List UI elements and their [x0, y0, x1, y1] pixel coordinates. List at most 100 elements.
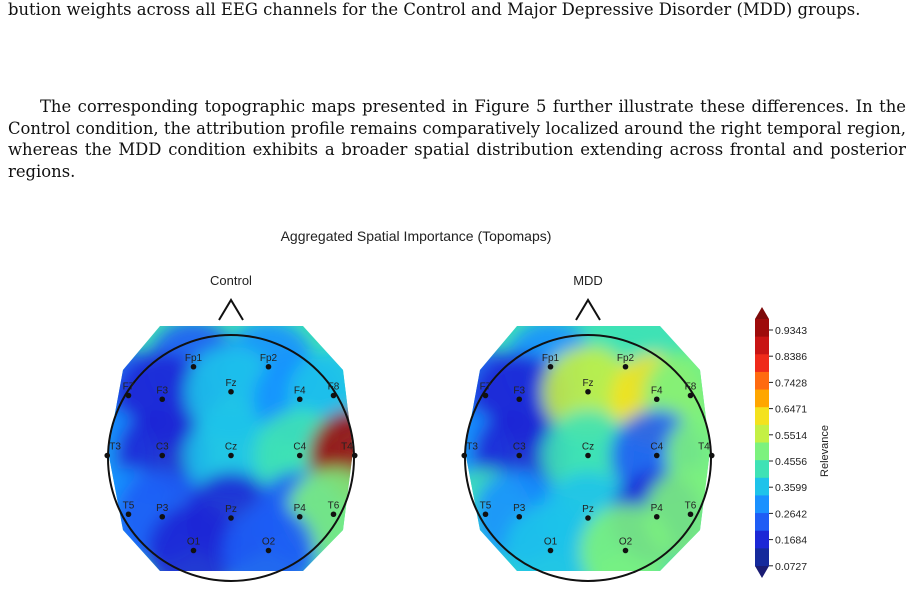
electrode-cz [585, 452, 591, 459]
electrode-label: Fp2 [617, 353, 635, 364]
colorbar-tick-label: 0.2642 [775, 508, 807, 520]
electrode-p3 [159, 513, 166, 520]
topomap-control: Control Fp1 Fp2 F7 F3 Fz F4 F8 T3 C3 Cz C4 T4 T5 P3 Pz… [104, 273, 358, 582]
electrode-label: P4 [294, 503, 307, 514]
colorbar-tick-label: 0.7428 [775, 377, 807, 389]
colorbar-tick-label: 0.6471 [775, 404, 807, 416]
electrode-f4 [296, 396, 303, 403]
body-paragraph-2: The corresponding topographic maps prese… [8, 97, 906, 181]
colorbar-segment [755, 424, 769, 443]
electrode-fz [585, 388, 591, 395]
electrode-label: F8 [685, 382, 697, 393]
colorbar-tick-label: 0.3599 [775, 482, 807, 494]
electrode-label: T6 [328, 500, 340, 511]
electrode-p4 [296, 513, 303, 520]
colorbar-segment [755, 460, 769, 479]
electrode-c4 [653, 452, 660, 459]
electrode-c4 [296, 452, 303, 459]
electrode-p4 [653, 513, 660, 520]
electrode-label: F4 [651, 385, 663, 396]
electrode-t3 [461, 452, 468, 459]
electrode-label: T3 [466, 442, 478, 453]
colorbar-tick-label: 0.5514 [775, 430, 807, 442]
colorbar-segment [755, 354, 769, 373]
electrode-t6 [687, 511, 694, 518]
electrode-label: C4 [293, 442, 306, 453]
colorbar-max-arrow [755, 307, 769, 319]
electrode-label: F7 [123, 382, 135, 393]
colorbar-label: Relevance [819, 425, 831, 477]
electrode-t6 [330, 511, 337, 518]
panel-title-control: Control [210, 273, 252, 288]
colorbar-tick-label: 0.1684 [775, 535, 807, 547]
colorbar-tick-label: 0.9343 [775, 325, 807, 337]
electrode-c3 [516, 452, 523, 459]
electrode-label: C4 [650, 442, 663, 453]
electrode-p3 [516, 513, 523, 520]
electrode-f7 [125, 392, 132, 399]
electrode-f4 [653, 396, 660, 403]
electrode-o2 [622, 547, 629, 554]
electrode-f7 [482, 392, 489, 399]
colorbar-min-arrow [755, 566, 769, 578]
electrode-label: Fp1 [185, 353, 203, 364]
electrode-label: T3 [109, 442, 121, 453]
electrode-label: F3 [156, 385, 168, 396]
nose-marker [218, 298, 244, 321]
electrode-label: T5 [123, 500, 135, 511]
electrode-label: O2 [619, 537, 633, 548]
electrode-label: Fz [582, 378, 593, 389]
electrode-fp2 [265, 363, 272, 370]
electrode-fz [228, 388, 234, 395]
electrode-f8 [330, 392, 337, 399]
electrode-label: F4 [294, 385, 306, 396]
colorbar-segment [755, 477, 769, 496]
electrode-fp2 [622, 363, 629, 370]
electrode-label: T4 [698, 442, 710, 453]
electrode-label: Fz [225, 378, 236, 389]
electrode-label: Pz [225, 504, 237, 515]
electrode-o1 [190, 547, 197, 554]
colorbar-segment [755, 407, 769, 426]
electrode-f8 [687, 392, 694, 399]
colorbar-tick-label: 0.0727 [775, 561, 807, 573]
electrode-fp1 [190, 363, 197, 370]
colorbar-segment [755, 530, 769, 549]
colorbar: Relevance 0.9343 0.8386 0.7428 0.6471 0.5514… [755, 307, 831, 578]
topomap-mdd: MDD Fp1 Fp2 F7 F3 Fz F4 F8 T3 C3 Cz C4 T4 T5 P3 Pz P4 T6… [461, 273, 715, 582]
colorbar-segment [755, 371, 769, 391]
electrode-label: T5 [480, 500, 492, 511]
electrode-label: P4 [651, 503, 664, 514]
electrode-label: Fp1 [542, 353, 560, 364]
colorbar-segment [755, 513, 769, 532]
topomap-figure: Aggregated Spatial Importance (Topomaps)… [104, 228, 831, 582]
electrode-f3 [159, 396, 166, 403]
colorbar-segment [755, 495, 769, 514]
electrode-f3 [516, 396, 523, 403]
electrode-label: O1 [187, 537, 201, 548]
electrode-c3 [159, 452, 166, 459]
electrode-pz [585, 515, 591, 521]
electrode-label: F7 [480, 382, 492, 393]
electrode-cz [228, 452, 234, 459]
electrode-t4 [351, 452, 358, 459]
colorbar-segment [755, 548, 769, 567]
electrode-label: F3 [513, 385, 525, 396]
electrode-label: Pz [582, 504, 594, 515]
colorbar-tick-label: 0.8386 [775, 351, 807, 363]
panel-title-mdd: MDD [573, 273, 603, 288]
electrode-t5 [482, 511, 489, 518]
electrode-label: O2 [262, 537, 276, 548]
electrode-fp1 [547, 363, 554, 370]
nose-marker [575, 298, 601, 321]
electrode-label: Fp2 [260, 353, 278, 364]
electrode-label: Cz [225, 442, 237, 453]
electrode-label: C3 [513, 442, 526, 453]
electrode-label: Cz [582, 442, 594, 453]
electrode-pz [228, 515, 234, 521]
body-paragraph-1: bution weights across all EEG channels f… [8, 0, 861, 19]
colorbar-segment [755, 336, 769, 355]
electrode-t4 [708, 452, 715, 459]
electrode-label: P3 [513, 503, 526, 514]
electrode-label: C3 [156, 442, 169, 453]
